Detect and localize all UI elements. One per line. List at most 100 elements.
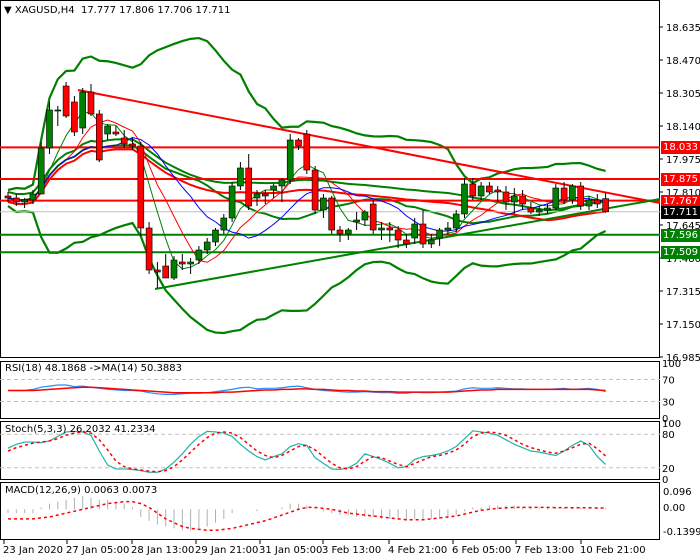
candle: [303, 130, 311, 174]
candle: [195, 246, 203, 264]
candle: [62, 82, 70, 118]
candle: [320, 194, 327, 218]
candle: [403, 234, 410, 248]
symbol-label: XAGUSD,H4: [14, 5, 75, 16]
candle: [552, 184, 560, 210]
candle: [419, 210, 427, 248]
candle: [519, 190, 526, 210]
candle: [369, 200, 377, 234]
time-tick: 27 Jan 05:00: [66, 545, 129, 556]
candle: [170, 256, 178, 280]
candle: [560, 182, 568, 204]
candle: [237, 162, 244, 190]
price-tick: 17.480: [666, 254, 700, 265]
candle: [187, 258, 194, 274]
candle: [270, 184, 277, 198]
time-tick: 29 Jan 21:00: [195, 545, 258, 556]
candle: [71, 96, 78, 136]
macd-tick: -0.1399: [663, 527, 700, 538]
candle: [54, 106, 62, 126]
dropdown-triangle-icon[interactable]: ▼: [4, 5, 12, 16]
stoch-tick: 80: [662, 430, 675, 441]
price-tick: 17.975: [666, 155, 700, 166]
candle: [577, 182, 585, 210]
candle: [13, 194, 20, 206]
candle: [46, 102, 53, 154]
candle: [129, 138, 136, 150]
candle: [79, 88, 86, 134]
candle: [378, 222, 385, 240]
stoch-tick: 20: [662, 464, 675, 475]
candle: [328, 196, 336, 234]
candle: [386, 222, 394, 242]
stoch-pane[interactable]: [0, 421, 660, 480]
price-tick: 17.645: [666, 221, 700, 232]
candle: [336, 226, 344, 242]
time-tick: 31 Jan 05:00: [259, 545, 322, 556]
close-value: 17.711: [195, 5, 231, 16]
candle: [87, 84, 95, 116]
candle: [502, 186, 510, 210]
candle: [427, 234, 435, 248]
candle: [145, 222, 153, 274]
candle: [278, 178, 286, 202]
rsi-tick: 100: [662, 359, 681, 370]
candle: [477, 182, 485, 200]
candle: [295, 138, 302, 150]
macd-layer: [7, 495, 607, 532]
time-tick: 23 Jan 2020: [3, 545, 63, 556]
candle: [544, 204, 551, 214]
rsi-layer: [0, 379, 660, 402]
stoch-tick: 0: [662, 475, 668, 486]
macd-tick: 0.00: [663, 503, 685, 514]
candle: [220, 214, 228, 234]
stoch-tick: 100: [662, 419, 681, 430]
candle: [461, 178, 468, 218]
low-value: 17.706: [157, 5, 193, 16]
candle: [444, 222, 452, 234]
candle: [104, 124, 111, 140]
candle: [212, 228, 219, 246]
macd-tick: 0.096: [663, 487, 692, 498]
time-tick: 3 Feb 13:00: [322, 545, 381, 556]
candle: [569, 184, 576, 204]
candle: [535, 206, 543, 216]
price-tag-current-price: 17.711: [661, 205, 700, 219]
candle: [436, 228, 443, 246]
price-tag-support: 17.509: [661, 246, 700, 260]
candle: [179, 254, 186, 270]
time-tick: 10 Feb 21:00: [580, 545, 646, 556]
price-layer: [0, 36, 661, 335]
candle: [203, 238, 211, 254]
candle: [361, 210, 369, 226]
candle: [452, 210, 460, 232]
candle: [494, 186, 502, 202]
price-tag-resistance: 17.767: [661, 194, 700, 208]
candle: [21, 198, 28, 208]
candle: [96, 110, 103, 162]
candle: [593, 194, 601, 208]
rsi-label: RSI(18) 48.1868 ->MA(14) 50.3883: [5, 363, 182, 374]
time-tick: 28 Jan 13:00: [131, 545, 194, 556]
price-tag-support: 17.596: [661, 228, 700, 242]
stoch-label: Stoch(5,3,3) 26.2032 41.2334: [5, 424, 156, 435]
price-tick: 18.140: [666, 122, 700, 133]
price-tick: 18.305: [666, 89, 700, 100]
candle: [261, 190, 269, 204]
stoch-layer: [0, 430, 660, 473]
symbol-header: ▼ XAGUSD,H4 17.777 17.806 17.706 17.711: [4, 5, 231, 16]
rsi-tick: 30: [662, 398, 675, 409]
candle: [286, 134, 294, 184]
candle: [112, 126, 120, 136]
candle: [411, 218, 419, 244]
rsi-tick: 0: [662, 414, 668, 425]
candle: [602, 192, 609, 213]
price-tick: 18.470: [666, 56, 700, 67]
macd-label: MACD(12,26,9) 0.0063 0.0073: [5, 485, 158, 496]
open-value: 17.777: [80, 5, 116, 16]
candle: [486, 182, 493, 194]
axis-layer: 18.635 18.470 18.305 18.140 17.975 17.810 17.6…: [3, 23, 700, 556]
time-tick: 7 Feb 13:00: [515, 545, 574, 556]
macd-pane[interactable]: [0, 482, 660, 540]
